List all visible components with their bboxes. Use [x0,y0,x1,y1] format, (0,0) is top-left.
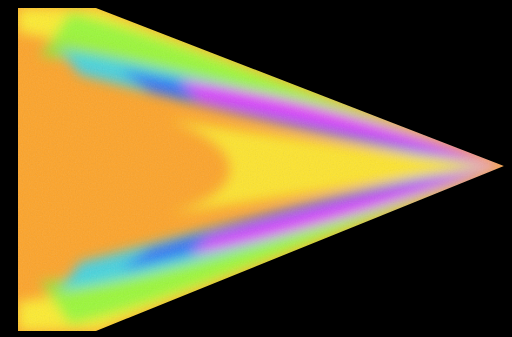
false-color-wedge-image [18,8,504,331]
wedge-field [18,8,504,331]
image-stage [18,8,504,331]
